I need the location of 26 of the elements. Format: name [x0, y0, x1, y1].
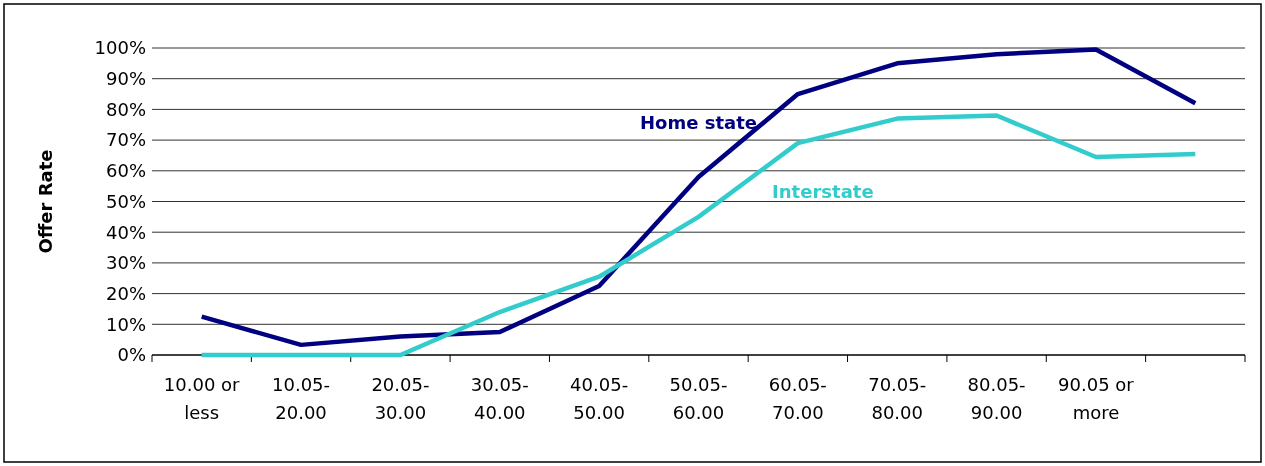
- y-tick-label: 90%: [105, 68, 146, 89]
- x-tick-label: 90.05 or more: [1058, 374, 1135, 423]
- y-tick-label: 20%: [105, 282, 146, 304]
- y-tick-label: 50%: [105, 190, 146, 212]
- y-tick-label: 70%: [105, 129, 146, 151]
- y-tick-label: 100%: [94, 37, 146, 59]
- x-tick-label: 70.05-80.00: [868, 374, 927, 423]
- x-tick-label: 10.05-20.00: [272, 374, 331, 423]
- y-tick-label: 80%: [105, 98, 146, 120]
- y-tick-label: 30%: [105, 252, 146, 274]
- series-label: Home state: [640, 112, 757, 134]
- x-tick-label: 50.05-60.00: [669, 374, 728, 423]
- x-tick-label: 10.00 or less: [163, 374, 241, 423]
- y-axis-title: Offer Rate: [35, 149, 56, 254]
- x-tick-label: 80.05-90.00: [967, 374, 1026, 423]
- x-tick-label: 40.05-50.00: [570, 374, 629, 423]
- y-tick-label: 40%: [105, 221, 146, 243]
- y-tick-label: 0%: [117, 344, 146, 366]
- y-tick-label: 10%: [105, 313, 146, 335]
- x-tick-label: 20.05-30.00: [371, 374, 430, 423]
- line-series: [199, 47, 1198, 348]
- x-tick-label: 60.05-70.00: [768, 374, 827, 423]
- series-label: Interstate: [772, 181, 874, 203]
- x-tick-label: 30.05-40.00: [470, 374, 529, 423]
- line-series: [199, 113, 1198, 358]
- y-tick-label: 60%: [105, 160, 146, 182]
